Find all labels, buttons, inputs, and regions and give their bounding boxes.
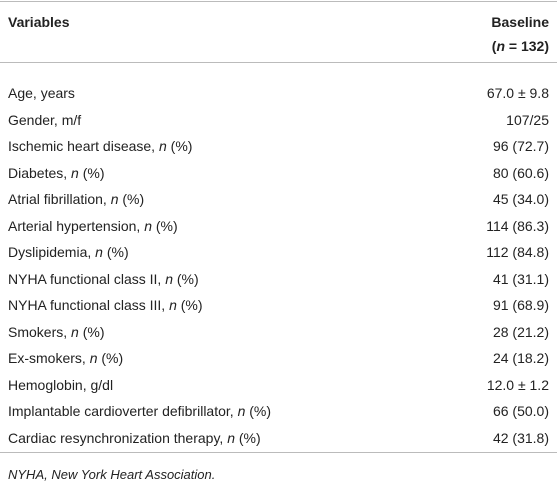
text-segment: (%) [151, 217, 178, 234]
text-segment: n [95, 244, 103, 260]
row-value: 114 (86.3) [486, 217, 549, 234]
text-segment: n [158, 138, 167, 154]
row-label: Ischemic heart disease, n (%) [8, 137, 192, 155]
text-segment: Diabetes, [8, 164, 72, 181]
footnote: NYHA, New York Heart Association. [8, 467, 216, 482]
text-segment: Age, years [8, 85, 75, 101]
row-label: Hemoglobin, g/dl [8, 376, 113, 394]
text-segment: n [496, 38, 506, 54]
row-label: Diabetes, n (%) [8, 164, 105, 182]
text-segment: Implantable cardioverter defibrillator, [8, 403, 238, 419]
text-segment: (%) [78, 323, 105, 340]
header-rule [0, 62, 557, 63]
bottom-rule [0, 452, 557, 453]
column-header: Baseline [491, 14, 549, 30]
text-segment: (%) [245, 403, 272, 419]
text-segment: (%) [176, 297, 203, 313]
row-label: NYHA functional class II, n (%) [8, 270, 199, 288]
text-segment: n [71, 164, 79, 181]
text-segment: n [165, 270, 173, 287]
text-segment: Hemoglobin, g/dl [8, 376, 114, 393]
text-segment: n [89, 350, 98, 366]
cohort-size: (n = 132) [492, 37, 549, 55]
text-segment: n [71, 323, 79, 340]
text-segment: (%) [172, 270, 199, 287]
row-value: 41 (31.1) [492, 270, 549, 287]
text-segment: NYHA functional class III, [8, 297, 170, 313]
row-value: 12.0 ± 1.2 [486, 376, 549, 393]
text-segment: n [169, 297, 177, 313]
text-segment: Ischemic heart disease, [8, 138, 159, 154]
top-rule [0, 1, 557, 2]
text-segment: Dyslipidemia, [8, 244, 96, 260]
row-label: Smokers, n (%) [8, 323, 104, 341]
row-value: 28 (21.2) [492, 323, 549, 340]
text-segment: n [110, 191, 119, 207]
text-segment: NYHA functional class II, [8, 270, 166, 287]
row-label: Age, years [8, 84, 75, 102]
row-value: 91 (68.9) [492, 297, 549, 313]
text-segment: Gender, m/f [8, 111, 82, 128]
text-segment: Atrial fibrillation, [8, 191, 111, 207]
text-segment: = 132) [505, 38, 549, 54]
row-value: 45 (34.0) [492, 191, 549, 207]
row-label: Dyslipidemia, n (%) [8, 243, 129, 261]
row-value: 42 (31.8) [492, 429, 549, 446]
row-label: NYHA functional class III, n (%) [8, 296, 203, 314]
row-label: Arterial hypertension, n (%) [8, 217, 178, 235]
row-label: Ex-smokers, n (%) [8, 349, 123, 367]
text-segment: (%) [118, 191, 145, 207]
text-segment: n [227, 429, 235, 446]
text-segment: Cardiac resynchronization therapy, [8, 429, 228, 446]
row-label: Cardiac resynchronization therapy, n (%) [8, 429, 261, 447]
text-segment: (%) [102, 244, 129, 260]
text-segment: n [237, 403, 246, 419]
row-label: Implantable cardioverter defibrillator, … [8, 402, 271, 420]
column-header: Variables [8, 14, 70, 30]
text-segment: (%) [78, 164, 105, 181]
row-label: Atrial fibrillation, n (%) [8, 190, 144, 208]
row-value: 66 (50.0) [492, 403, 549, 419]
row-value: 67.0 ± 9.8 [486, 85, 549, 101]
text-segment: Ex-smokers, [8, 350, 90, 366]
text-segment: (%) [97, 350, 124, 366]
row-label: Gender, m/f [8, 111, 81, 129]
text-segment: (%) [166, 138, 193, 154]
text-segment: ( [491, 38, 497, 54]
text-segment: Arterial hypertension, [8, 217, 145, 234]
row-value: 24 (18.2) [492, 350, 549, 366]
row-value: 112 (84.8) [486, 244, 549, 260]
row-value: 107/25 [506, 111, 549, 128]
text-segment: n [144, 217, 152, 234]
text-segment: (%) [234, 429, 261, 446]
row-value: 96 (72.7) [492, 138, 549, 154]
text-segment: Smokers, [8, 323, 72, 340]
row-value: 80 (60.6) [492, 164, 549, 181]
